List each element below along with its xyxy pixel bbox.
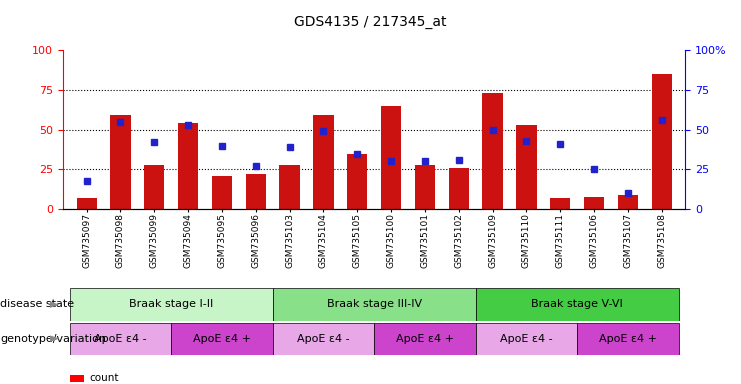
Text: ApoE ε4 -: ApoE ε4 - bbox=[500, 334, 553, 344]
Bar bbox=[70, 288, 273, 321]
Text: count: count bbox=[90, 373, 119, 383]
Text: ApoE ε4 +: ApoE ε4 + bbox=[193, 334, 251, 344]
Text: GDS4135 / 217345_at: GDS4135 / 217345_at bbox=[294, 15, 447, 29]
Text: ApoE ε4 +: ApoE ε4 + bbox=[396, 334, 454, 344]
Bar bbox=[651, 74, 672, 209]
Bar bbox=[171, 323, 273, 355]
Bar bbox=[476, 323, 577, 355]
Bar bbox=[70, 323, 171, 355]
Bar bbox=[279, 165, 300, 209]
Bar bbox=[482, 93, 502, 209]
Text: ApoE ε4 -: ApoE ε4 - bbox=[297, 334, 350, 344]
Text: ►: ► bbox=[50, 298, 59, 311]
Bar bbox=[313, 115, 333, 209]
Bar bbox=[415, 165, 435, 209]
Text: ApoE ε4 -: ApoE ε4 - bbox=[94, 334, 147, 344]
Bar bbox=[448, 168, 469, 209]
Bar bbox=[516, 125, 536, 209]
Bar bbox=[618, 195, 638, 209]
Bar bbox=[144, 165, 165, 209]
Bar bbox=[273, 288, 476, 321]
Bar bbox=[550, 198, 571, 209]
Bar bbox=[246, 174, 266, 209]
Text: disease state: disease state bbox=[0, 299, 74, 310]
Bar bbox=[476, 288, 679, 321]
Bar bbox=[273, 323, 374, 355]
Bar bbox=[374, 323, 476, 355]
Bar bbox=[577, 323, 679, 355]
Text: ApoE ε4 +: ApoE ε4 + bbox=[599, 334, 657, 344]
Bar bbox=[584, 197, 604, 209]
Bar bbox=[347, 154, 368, 209]
Text: Braak stage I-II: Braak stage I-II bbox=[129, 299, 213, 310]
Text: ►: ► bbox=[50, 333, 59, 345]
Text: Braak stage V-VI: Braak stage V-VI bbox=[531, 299, 623, 310]
Bar bbox=[178, 123, 199, 209]
Text: Braak stage III-IV: Braak stage III-IV bbox=[327, 299, 422, 310]
Text: genotype/variation: genotype/variation bbox=[0, 334, 106, 344]
Bar bbox=[381, 106, 402, 209]
Bar bbox=[212, 176, 232, 209]
Bar bbox=[76, 198, 97, 209]
Bar bbox=[110, 115, 130, 209]
